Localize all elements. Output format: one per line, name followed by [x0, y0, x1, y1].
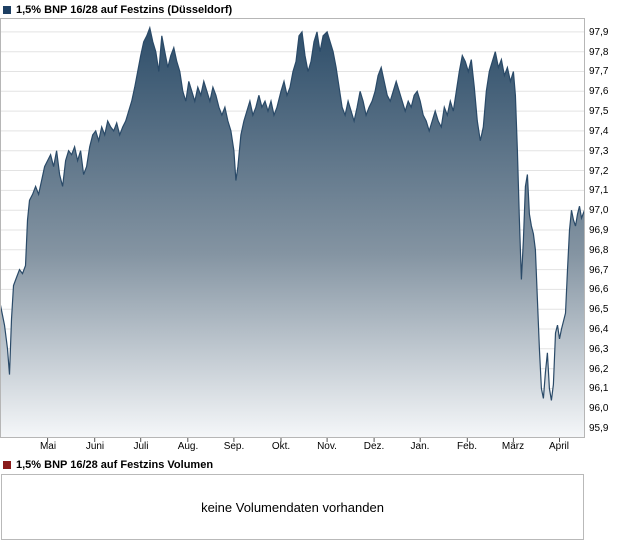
price-line	[0, 25, 585, 401]
y-tick-label: 97,3	[589, 146, 609, 157]
y-tick-label: 97,8	[589, 47, 609, 58]
x-tick-label: Jan.	[410, 441, 430, 452]
volume-legend: 1,5% BNP 16/28 auf Festzins Volumen	[3, 458, 213, 472]
volume-legend-swatch-icon	[3, 461, 11, 469]
plot-border	[0, 18, 585, 438]
x-tick-label: April	[548, 441, 569, 452]
y-tick-label: 97,1	[589, 185, 609, 196]
y-tick-label: 95,9	[589, 423, 609, 434]
y-tick-label: 96,8	[589, 245, 609, 256]
y-tick-label: 96,1	[589, 383, 609, 394]
y-axis: 97,9 97,8 97,7 97,6 97,5 97,4 97,3 97,2 97,1 97,0…	[587, 18, 620, 443]
y-tick-label: 96,7	[589, 265, 609, 276]
x-tick-label: Sep.	[223, 441, 245, 452]
x-axis: Mai Juni Juli Aug. Sep. Okt. Nov. Dez. Jan. Feb. M…	[0, 440, 585, 454]
x-tick-label: Juni	[85, 441, 105, 452]
x-tick-label: Dez.	[363, 441, 385, 452]
price-chart[interactable]	[0, 18, 585, 443]
y-tick-label: 97,5	[589, 106, 609, 117]
price-area	[0, 27, 585, 439]
price-legend-swatch-icon	[3, 6, 11, 14]
x-tick-label: Okt.	[271, 441, 291, 452]
volume-empty-message: keine Volumendaten vorhanden	[201, 499, 384, 515]
y-tick-label: 97,6	[589, 86, 609, 97]
price-legend-label: 1,5% BNP 16/28 auf Festzins (Düsseldorf)	[16, 4, 233, 16]
x-tick-label: Aug.	[177, 441, 199, 452]
x-tick-label: Feb.	[456, 441, 477, 452]
price-legend: 1,5% BNP 16/28 auf Festzins (Düsseldorf)	[3, 3, 232, 17]
x-tick-label: Nov.	[317, 441, 337, 452]
volume-legend-label: 1,5% BNP 16/28 auf Festzins Volumen	[16, 459, 214, 471]
x-tick-label: Mai	[39, 441, 57, 452]
y-tick-label: 96,5	[589, 304, 609, 315]
x-tick-label: Juli	[133, 441, 149, 452]
y-tick-label: 96,9	[589, 225, 609, 236]
y-tick-label: 96,3	[589, 344, 609, 355]
y-tick-label: 97,7	[589, 66, 609, 77]
y-tick-label: 97,9	[589, 27, 609, 38]
y-tick-label: 96,0	[589, 403, 609, 414]
x-tick-label: März	[501, 441, 525, 452]
y-tick-label: 97,4	[589, 126, 609, 137]
y-tick-label: 97,2	[589, 166, 609, 177]
volume-panel: keine Volumendaten vorhanden	[1, 474, 584, 540]
y-tick-label: 96,6	[589, 284, 609, 295]
y-tick-label: 96,2	[589, 364, 609, 375]
y-tick-label: 96,4	[589, 324, 609, 335]
y-tick-label: 97,0	[589, 205, 609, 216]
